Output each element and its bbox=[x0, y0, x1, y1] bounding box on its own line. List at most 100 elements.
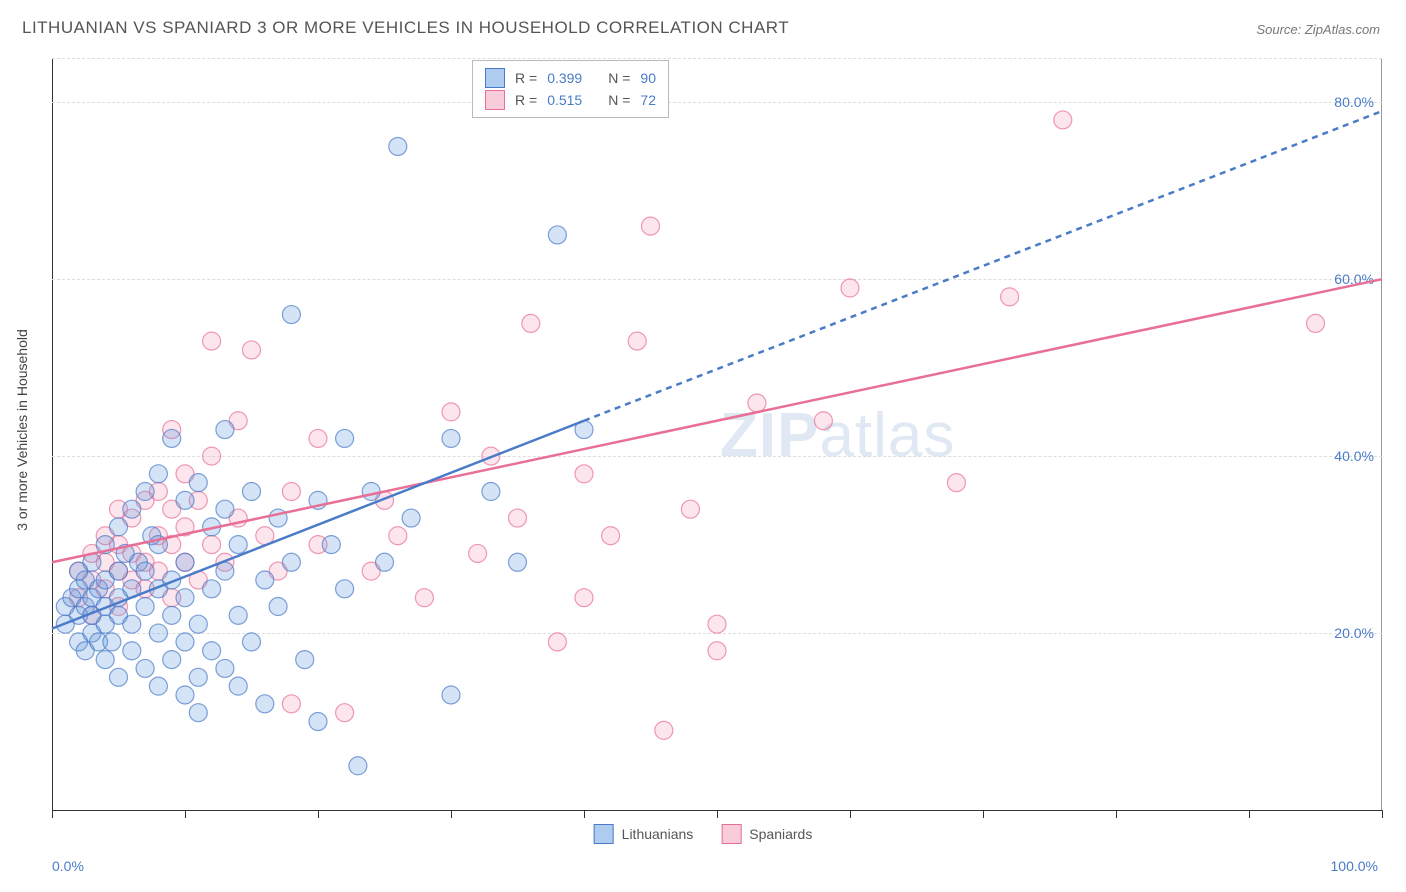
scatter-point bbox=[628, 332, 646, 350]
scatter-point bbox=[509, 509, 527, 527]
stats-legend-box: R = 0.399 N = 90 R = 0.515 N = 72 bbox=[472, 60, 669, 118]
scatter-point bbox=[362, 483, 380, 501]
source-attribution: Source: ZipAtlas.com bbox=[1256, 22, 1380, 37]
legend-item-spaniards: Spaniards bbox=[721, 824, 812, 844]
scatter-point bbox=[336, 704, 354, 722]
trend-line bbox=[52, 279, 1382, 562]
scatter-point bbox=[176, 589, 194, 607]
xtick-mark bbox=[52, 810, 53, 818]
scatter-point bbox=[203, 536, 221, 554]
stats-n-label-2: N = bbox=[608, 89, 630, 111]
scatter-point bbox=[442, 686, 460, 704]
scatter-point bbox=[176, 686, 194, 704]
scatter-point bbox=[282, 306, 300, 324]
legend-swatch-lithuanians bbox=[594, 824, 614, 844]
x-axis-max-label: 100.0% bbox=[1331, 858, 1378, 874]
scatter-point bbox=[136, 483, 154, 501]
legend-swatch-spaniards bbox=[721, 824, 741, 844]
scatter-point bbox=[655, 721, 673, 739]
scatter-point bbox=[123, 615, 141, 633]
scatter-point bbox=[522, 314, 540, 332]
scatter-point bbox=[136, 659, 154, 677]
scatter-point bbox=[110, 518, 128, 536]
scatter-point bbox=[136, 598, 154, 616]
scatter-point bbox=[548, 633, 566, 651]
scatter-point bbox=[163, 606, 181, 624]
xtick-mark bbox=[584, 810, 585, 818]
stats-swatch-1 bbox=[485, 68, 505, 88]
scatter-point bbox=[309, 713, 327, 731]
scatter-point bbox=[176, 553, 194, 571]
xtick-mark bbox=[983, 810, 984, 818]
scatter-point bbox=[269, 598, 287, 616]
scatter-point bbox=[189, 615, 207, 633]
xtick-mark bbox=[717, 810, 718, 818]
scatter-point bbox=[296, 651, 314, 669]
scatter-point bbox=[841, 279, 859, 297]
scatter-point bbox=[203, 580, 221, 598]
scatter-point bbox=[309, 429, 327, 447]
stats-r-label-1: R = bbox=[515, 67, 537, 89]
scatter-point bbox=[189, 474, 207, 492]
stats-n-value-1: 90 bbox=[640, 67, 656, 89]
scatter-point bbox=[176, 633, 194, 651]
scatter-point bbox=[442, 429, 460, 447]
scatter-point bbox=[509, 553, 527, 571]
scatter-point bbox=[229, 536, 247, 554]
scatter-point bbox=[814, 412, 832, 430]
scatter-point bbox=[256, 695, 274, 713]
scatter-point bbox=[336, 580, 354, 598]
scatter-point bbox=[96, 651, 114, 669]
scatter-point bbox=[229, 606, 247, 624]
scatter-point bbox=[163, 429, 181, 447]
scatter-point bbox=[243, 633, 261, 651]
scatter-point bbox=[163, 651, 181, 669]
stats-swatch-2 bbox=[485, 90, 505, 110]
scatter-point bbox=[469, 544, 487, 562]
y-axis-label: 3 or more Vehicles in Household bbox=[14, 329, 30, 531]
scatter-point bbox=[149, 465, 167, 483]
stats-r-value-1: 0.399 bbox=[547, 67, 582, 89]
scatter-point bbox=[216, 659, 234, 677]
scatter-point bbox=[243, 483, 261, 501]
scatter-point bbox=[1001, 288, 1019, 306]
scatter-point bbox=[349, 757, 367, 775]
chart-title: LITHUANIAN VS SPANIARD 3 OR MORE VEHICLE… bbox=[22, 18, 789, 38]
legend-item-lithuanians: Lithuanians bbox=[594, 824, 694, 844]
scatter-point bbox=[681, 500, 699, 518]
scatter-point bbox=[548, 226, 566, 244]
scatter-point bbox=[123, 500, 141, 518]
stats-r-value-2: 0.515 bbox=[547, 89, 582, 111]
stats-r-label-2: R = bbox=[515, 89, 537, 111]
scatter-point bbox=[216, 500, 234, 518]
scatter-point bbox=[389, 137, 407, 155]
scatter-point bbox=[1054, 111, 1072, 129]
x-axis-min-label: 0.0% bbox=[52, 858, 84, 874]
stats-n-value-2: 72 bbox=[640, 89, 656, 111]
scatter-point bbox=[282, 553, 300, 571]
scatter-point bbox=[216, 421, 234, 439]
stats-row-1: R = 0.399 N = 90 bbox=[485, 67, 656, 89]
xtick-mark bbox=[451, 810, 452, 818]
stats-row-2: R = 0.515 N = 72 bbox=[485, 89, 656, 111]
scatter-point bbox=[176, 491, 194, 509]
scatter-point bbox=[415, 589, 433, 607]
xtick-mark bbox=[318, 810, 319, 818]
scatter-point bbox=[229, 677, 247, 695]
stats-n-label-1: N = bbox=[608, 67, 630, 89]
scatter-point bbox=[243, 341, 261, 359]
legend-label-lithuanians: Lithuanians bbox=[622, 826, 694, 842]
scatter-point bbox=[482, 483, 500, 501]
scatter-point bbox=[376, 553, 394, 571]
chart-container: LITHUANIAN VS SPANIARD 3 OR MORE VEHICLE… bbox=[0, 0, 1406, 892]
scatter-point bbox=[708, 615, 726, 633]
scatter-point bbox=[1307, 314, 1325, 332]
scatter-point bbox=[575, 589, 593, 607]
xtick-mark bbox=[850, 810, 851, 818]
scatter-point bbox=[322, 536, 340, 554]
scatter-point bbox=[748, 394, 766, 412]
xtick-mark bbox=[1116, 810, 1117, 818]
scatter-svg bbox=[52, 58, 1382, 810]
scatter-point bbox=[203, 332, 221, 350]
scatter-point bbox=[282, 695, 300, 713]
